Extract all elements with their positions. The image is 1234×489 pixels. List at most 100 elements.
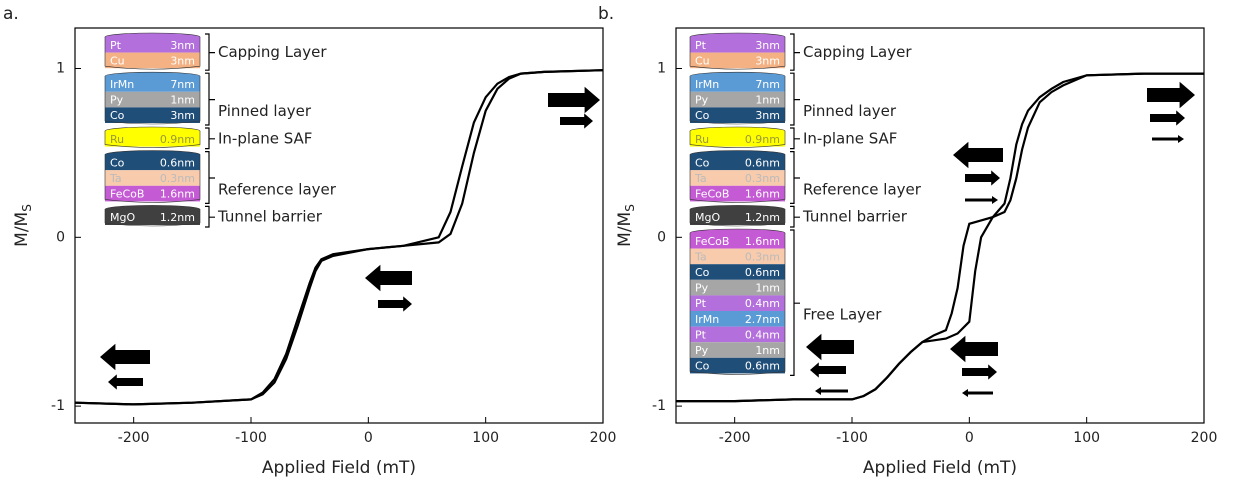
layer-name: Co: [110, 156, 125, 169]
layer-thickness: 0.9nm: [745, 133, 780, 146]
layer-thickness: 1nm: [170, 94, 195, 107]
layer: [690, 209, 785, 225]
layer-outline: [104, 209, 201, 227]
y-tick-label: -1: [652, 398, 666, 414]
arrow: [365, 264, 412, 292]
layer-outline: [689, 209, 786, 227]
x-tick-label: -100: [235, 430, 267, 446]
x-tick-label: -200: [118, 430, 150, 446]
layer-outline: [689, 37, 786, 70]
layer-thickness: 0.6nm: [160, 156, 195, 169]
bracket: [790, 205, 800, 228]
bracket: [790, 72, 800, 126]
layer-name: Co: [695, 360, 710, 373]
y-axis-label: M/MS: [12, 204, 34, 247]
arrow: [810, 362, 846, 378]
layer-name: Py: [110, 94, 124, 107]
layer-name: Co: [695, 156, 710, 169]
layer: [690, 248, 785, 265]
y-tick-label: -1: [51, 398, 65, 414]
layer-thickness: 1.6nm: [160, 188, 195, 201]
layer-thickness: 2.7nm: [745, 313, 780, 326]
layer-thickness: 3nm: [755, 54, 780, 67]
y-tick-label: 0: [657, 229, 666, 245]
y-axis-label-sub: S: [20, 204, 34, 212]
layer: [105, 37, 200, 53]
layer-name: FeCoB: [695, 188, 729, 201]
bracket: [205, 72, 215, 126]
y-axis-label-sub: S: [623, 204, 637, 212]
layer-name: Py: [695, 94, 709, 107]
layer: [690, 131, 785, 147]
layer-name: Ru: [695, 133, 709, 146]
x-tick-label: 100: [1073, 430, 1100, 446]
layer-name: Co: [695, 109, 710, 122]
layer-thickness: 7nm: [170, 78, 195, 91]
x-axis-label: Applied Field (mT): [863, 458, 1017, 478]
layer-name: FeCoB: [695, 235, 729, 248]
layer-name: Pt: [695, 297, 707, 310]
bracket: [790, 151, 800, 204]
layer-name: Pt: [110, 39, 122, 52]
layer-outline: [104, 154, 201, 203]
arrow: [1150, 110, 1185, 126]
bracket: [205, 33, 215, 71]
arrow: [962, 364, 997, 380]
layer-name: MgO: [695, 211, 720, 224]
layer-name: Cu: [695, 54, 710, 67]
bracket: [205, 151, 215, 204]
layer-name: Ta: [109, 172, 122, 185]
layer-outline: [689, 154, 786, 203]
layer-thickness: 1nm: [755, 282, 780, 295]
layer: [105, 209, 200, 225]
group-label: Reference layer: [218, 181, 337, 199]
bracket: [790, 33, 800, 71]
layer: [105, 185, 200, 202]
layer-outline: [689, 131, 786, 148]
layer: [690, 107, 785, 123]
layer: [690, 342, 785, 358]
arrow: [378, 296, 412, 312]
layer-thickness: 1nm: [755, 94, 780, 107]
arrow: [806, 333, 854, 361]
layer: [690, 357, 785, 374]
layer-outline: [689, 76, 786, 125]
layer: [690, 37, 785, 53]
bracket: [205, 205, 215, 228]
group-label: Capping Layer: [218, 43, 327, 61]
layer-name: Pt: [695, 328, 707, 341]
layer-outline: [104, 131, 201, 148]
y-tick-label: 0: [56, 229, 65, 245]
layer-thickness: 3nm: [755, 39, 780, 52]
layer-outline: [689, 233, 786, 375]
layer-name: MgO: [110, 211, 135, 224]
layer: [105, 107, 200, 123]
layer-name: Ru: [110, 133, 124, 146]
arrow: [965, 196, 998, 204]
layer-name: IrMn: [695, 313, 719, 326]
layer-name: IrMn: [110, 78, 134, 91]
x-tick-label: 0: [364, 430, 373, 446]
layer-thickness: 1.2nm: [160, 211, 195, 224]
layer-name: Pt: [695, 39, 707, 52]
layer-thickness: 3nm: [170, 109, 195, 122]
layer-name: Ta: [694, 172, 707, 185]
layer-thickness: 1.6nm: [745, 188, 780, 201]
panel-label: a.: [3, 4, 19, 24]
layer: [690, 264, 785, 280]
arrow: [560, 113, 593, 129]
layer: [690, 154, 785, 171]
hysteresis-curve: [676, 72, 1204, 403]
layer: [690, 295, 785, 311]
bracket: [790, 229, 800, 376]
layer: [105, 131, 200, 147]
layer-thickness: 7nm: [755, 78, 780, 91]
group-label: Pinned layer: [803, 102, 897, 120]
layer: [690, 170, 785, 186]
layer-thickness: 0.9nm: [160, 133, 195, 146]
y-tick-label: 1: [56, 61, 65, 77]
layer-outline: [104, 76, 201, 125]
arrow: [1152, 135, 1184, 143]
layer-thickness: 0.4nm: [745, 297, 780, 310]
layer-name: Py: [695, 344, 709, 357]
